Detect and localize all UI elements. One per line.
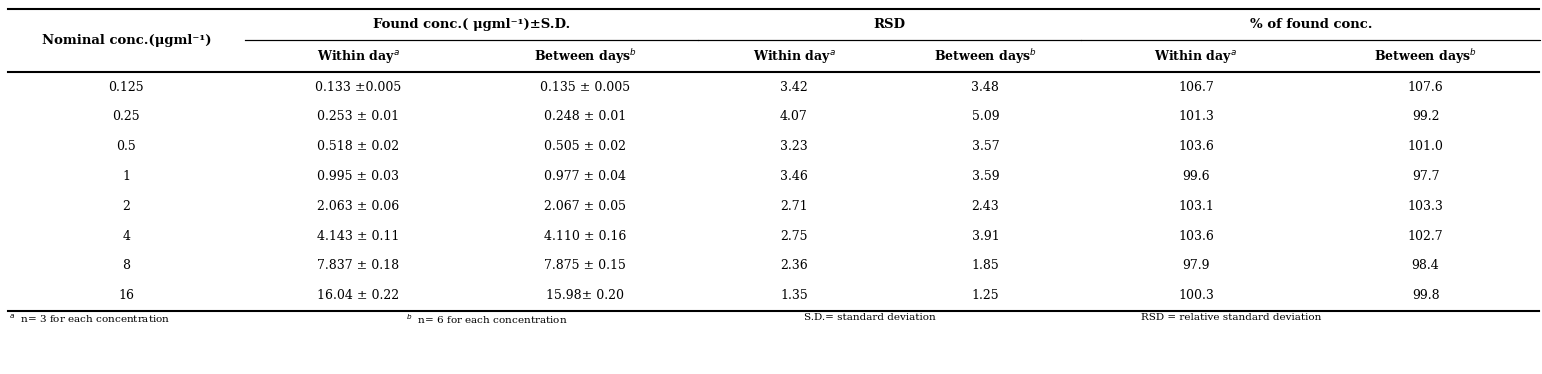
Text: 16.04 ± 0.22: 16.04 ± 0.22 — [318, 289, 399, 302]
Text: $^{b}$  n= 6 for each concentration: $^{b}$ n= 6 for each concentration — [406, 313, 567, 327]
Text: % of found conc.: % of found conc. — [1249, 18, 1372, 31]
Text: RSD = relative standard deviation: RSD = relative standard deviation — [1141, 313, 1321, 322]
Text: 101.3: 101.3 — [1178, 110, 1214, 123]
Text: 0.505 ± 0.02: 0.505 ± 0.02 — [544, 140, 626, 153]
Text: 101.0: 101.0 — [1408, 140, 1443, 153]
Text: Found conc.( μgml⁻¹)±S.D.: Found conc.( μgml⁻¹)±S.D. — [373, 18, 571, 31]
Text: 2.43: 2.43 — [971, 200, 999, 213]
Text: 1.35: 1.35 — [780, 289, 808, 302]
Text: 7.875 ± 0.15: 7.875 ± 0.15 — [544, 260, 626, 272]
Text: 5.09: 5.09 — [971, 110, 999, 123]
Text: 100.3: 100.3 — [1178, 289, 1214, 302]
Text: 2.75: 2.75 — [780, 230, 808, 243]
Text: 3.57: 3.57 — [971, 140, 999, 153]
Text: Within day$^{a}$: Within day$^{a}$ — [316, 48, 399, 65]
Text: 4.143 ± 0.11: 4.143 ± 0.11 — [318, 230, 399, 243]
Text: 1.25: 1.25 — [971, 289, 999, 302]
Text: 4: 4 — [122, 230, 131, 243]
Text: 103.3: 103.3 — [1408, 200, 1443, 213]
Text: 3.23: 3.23 — [780, 140, 808, 153]
Text: 0.133 ±0.005: 0.133 ±0.005 — [315, 81, 401, 94]
Text: 4.07: 4.07 — [780, 110, 808, 123]
Text: 106.7: 106.7 — [1178, 81, 1214, 94]
Text: 1: 1 — [122, 170, 131, 183]
Text: 0.518 ± 0.02: 0.518 ± 0.02 — [318, 140, 399, 153]
Text: Nominal conc.(μgml⁻¹): Nominal conc.(μgml⁻¹) — [42, 34, 211, 47]
Text: 15.98± 0.20: 15.98± 0.20 — [546, 289, 625, 302]
Text: 103.1: 103.1 — [1178, 200, 1214, 213]
Text: 99.8: 99.8 — [1412, 289, 1439, 302]
Text: 7.837 ± 0.18: 7.837 ± 0.18 — [318, 260, 399, 272]
Text: 0.135 ± 0.005: 0.135 ± 0.005 — [540, 81, 631, 94]
Text: 3.46: 3.46 — [780, 170, 808, 183]
Text: 2.36: 2.36 — [780, 260, 808, 272]
Text: 102.7: 102.7 — [1408, 230, 1443, 243]
Text: 1.85: 1.85 — [971, 260, 999, 272]
Text: 3.59: 3.59 — [971, 170, 999, 183]
Text: Within day$^{a}$: Within day$^{a}$ — [752, 48, 836, 65]
Text: 107.6: 107.6 — [1408, 81, 1443, 94]
Text: 16: 16 — [119, 289, 134, 302]
Text: 0.253 ± 0.01: 0.253 ± 0.01 — [318, 110, 399, 123]
Text: 2.063 ± 0.06: 2.063 ± 0.06 — [318, 200, 399, 213]
Text: 2.067 ± 0.05: 2.067 ± 0.05 — [544, 200, 626, 213]
Text: 99.6: 99.6 — [1183, 170, 1210, 183]
Text: 0.977 ± 0.04: 0.977 ± 0.04 — [544, 170, 626, 183]
Text: 0.248 ± 0.01: 0.248 ± 0.01 — [544, 110, 626, 123]
Text: 0.995 ± 0.03: 0.995 ± 0.03 — [318, 170, 399, 183]
Text: 0.5: 0.5 — [117, 140, 136, 153]
Text: RSD: RSD — [874, 18, 905, 31]
Text: Between days$^{b}$: Between days$^{b}$ — [934, 47, 1036, 66]
Text: 4.110 ± 0.16: 4.110 ± 0.16 — [544, 230, 626, 243]
Text: 0.25: 0.25 — [113, 110, 140, 123]
Text: 97.7: 97.7 — [1412, 170, 1439, 183]
Text: 3.42: 3.42 — [780, 81, 808, 94]
Text: 103.6: 103.6 — [1178, 140, 1214, 153]
Text: 3.91: 3.91 — [971, 230, 999, 243]
Text: $^{a}$  n= 3 for each concentration: $^{a}$ n= 3 for each concentration — [9, 313, 171, 325]
Text: 99.2: 99.2 — [1412, 110, 1439, 123]
Text: Within day$^{a}$: Within day$^{a}$ — [1155, 48, 1237, 65]
Text: 2: 2 — [122, 200, 131, 213]
Text: S.D.= standard deviation: S.D.= standard deviation — [803, 313, 936, 322]
Text: 8: 8 — [122, 260, 131, 272]
Text: 97.9: 97.9 — [1183, 260, 1209, 272]
Text: 98.4: 98.4 — [1412, 260, 1440, 272]
Text: 3.48: 3.48 — [971, 81, 999, 94]
Text: 2.71: 2.71 — [780, 200, 808, 213]
Text: 0.125: 0.125 — [108, 81, 145, 94]
Text: Between days$^{b}$: Between days$^{b}$ — [534, 47, 637, 66]
Text: 103.6: 103.6 — [1178, 230, 1214, 243]
Text: Between days$^{b}$: Between days$^{b}$ — [1374, 47, 1477, 66]
